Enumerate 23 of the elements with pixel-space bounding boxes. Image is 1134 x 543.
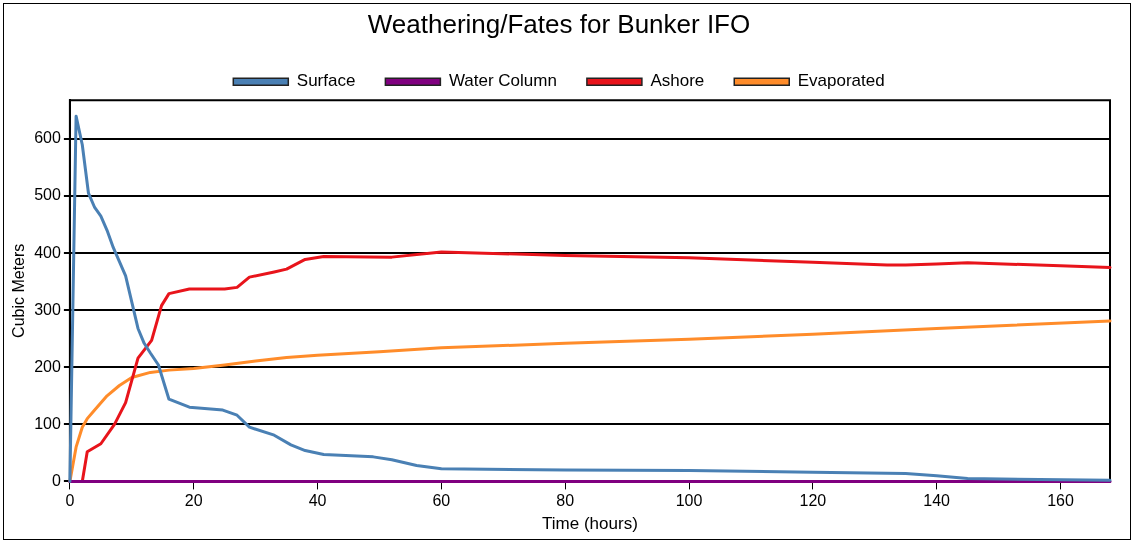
legend-label: Evaporated — [797, 71, 885, 91]
x-tick-label: 60 — [432, 492, 451, 510]
x-tick-label: 0 — [65, 492, 75, 510]
y-tick-label: 300 — [34, 300, 61, 318]
x-tick-label: 40 — [308, 492, 327, 510]
x-tick-label: 160 — [1047, 492, 1074, 510]
y-tick-label: 100 — [34, 414, 61, 432]
legend-label: Water Column — [448, 71, 557, 91]
y-tick-label: 600 — [34, 129, 61, 147]
x-tick-label: 100 — [675, 492, 703, 510]
x-tick-label: 140 — [923, 492, 951, 510]
y-tick-label: 0 — [51, 471, 61, 489]
legend-label: Surface — [296, 71, 356, 91]
y-tick-label: 500 — [34, 186, 61, 204]
x-axis-title: Time (hours) — [542, 514, 638, 534]
x-tick-label: 20 — [184, 492, 203, 510]
x-tick-label: 120 — [799, 492, 827, 510]
y-tick-label: 200 — [34, 357, 61, 375]
y-tick-label: 400 — [34, 243, 61, 261]
legend-label: Ashore — [650, 71, 705, 91]
chart-title: Weathering/Fates for Bunker IFO — [367, 8, 751, 39]
x-tick-label: 80 — [556, 492, 575, 510]
y-axis-title: Cubic Meters — [10, 243, 28, 338]
